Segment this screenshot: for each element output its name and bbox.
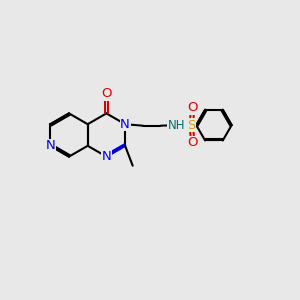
Text: N: N [101, 150, 111, 163]
Text: O: O [101, 88, 112, 100]
Text: N: N [45, 139, 55, 152]
Text: O: O [188, 136, 198, 149]
Text: O: O [188, 101, 198, 114]
Text: S: S [187, 118, 196, 132]
Text: NH: NH [168, 118, 185, 132]
Text: N: N [120, 118, 130, 131]
